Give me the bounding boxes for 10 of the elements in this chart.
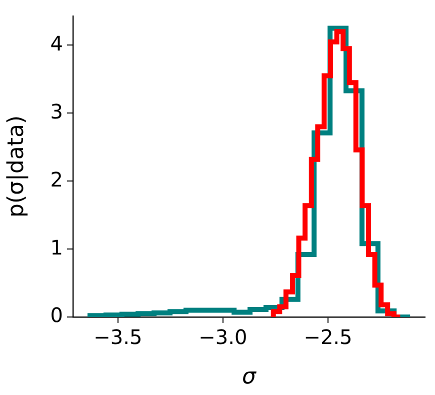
x-tick-label: −3.0 [198, 325, 248, 350]
y-tick-label: 0 [50, 303, 63, 328]
y-tick-label: 3 [50, 99, 63, 124]
x-axis-title: σ [242, 364, 258, 390]
y-tick-label: 1 [50, 235, 63, 260]
x-tick-label: −3.5 [94, 325, 142, 350]
x-tick-label: −2.5 [304, 325, 352, 350]
y-tick-label: 2 [50, 167, 63, 192]
y-axis-title: p(σ|data) [4, 115, 29, 218]
y-tick-label: 4 [50, 31, 63, 56]
